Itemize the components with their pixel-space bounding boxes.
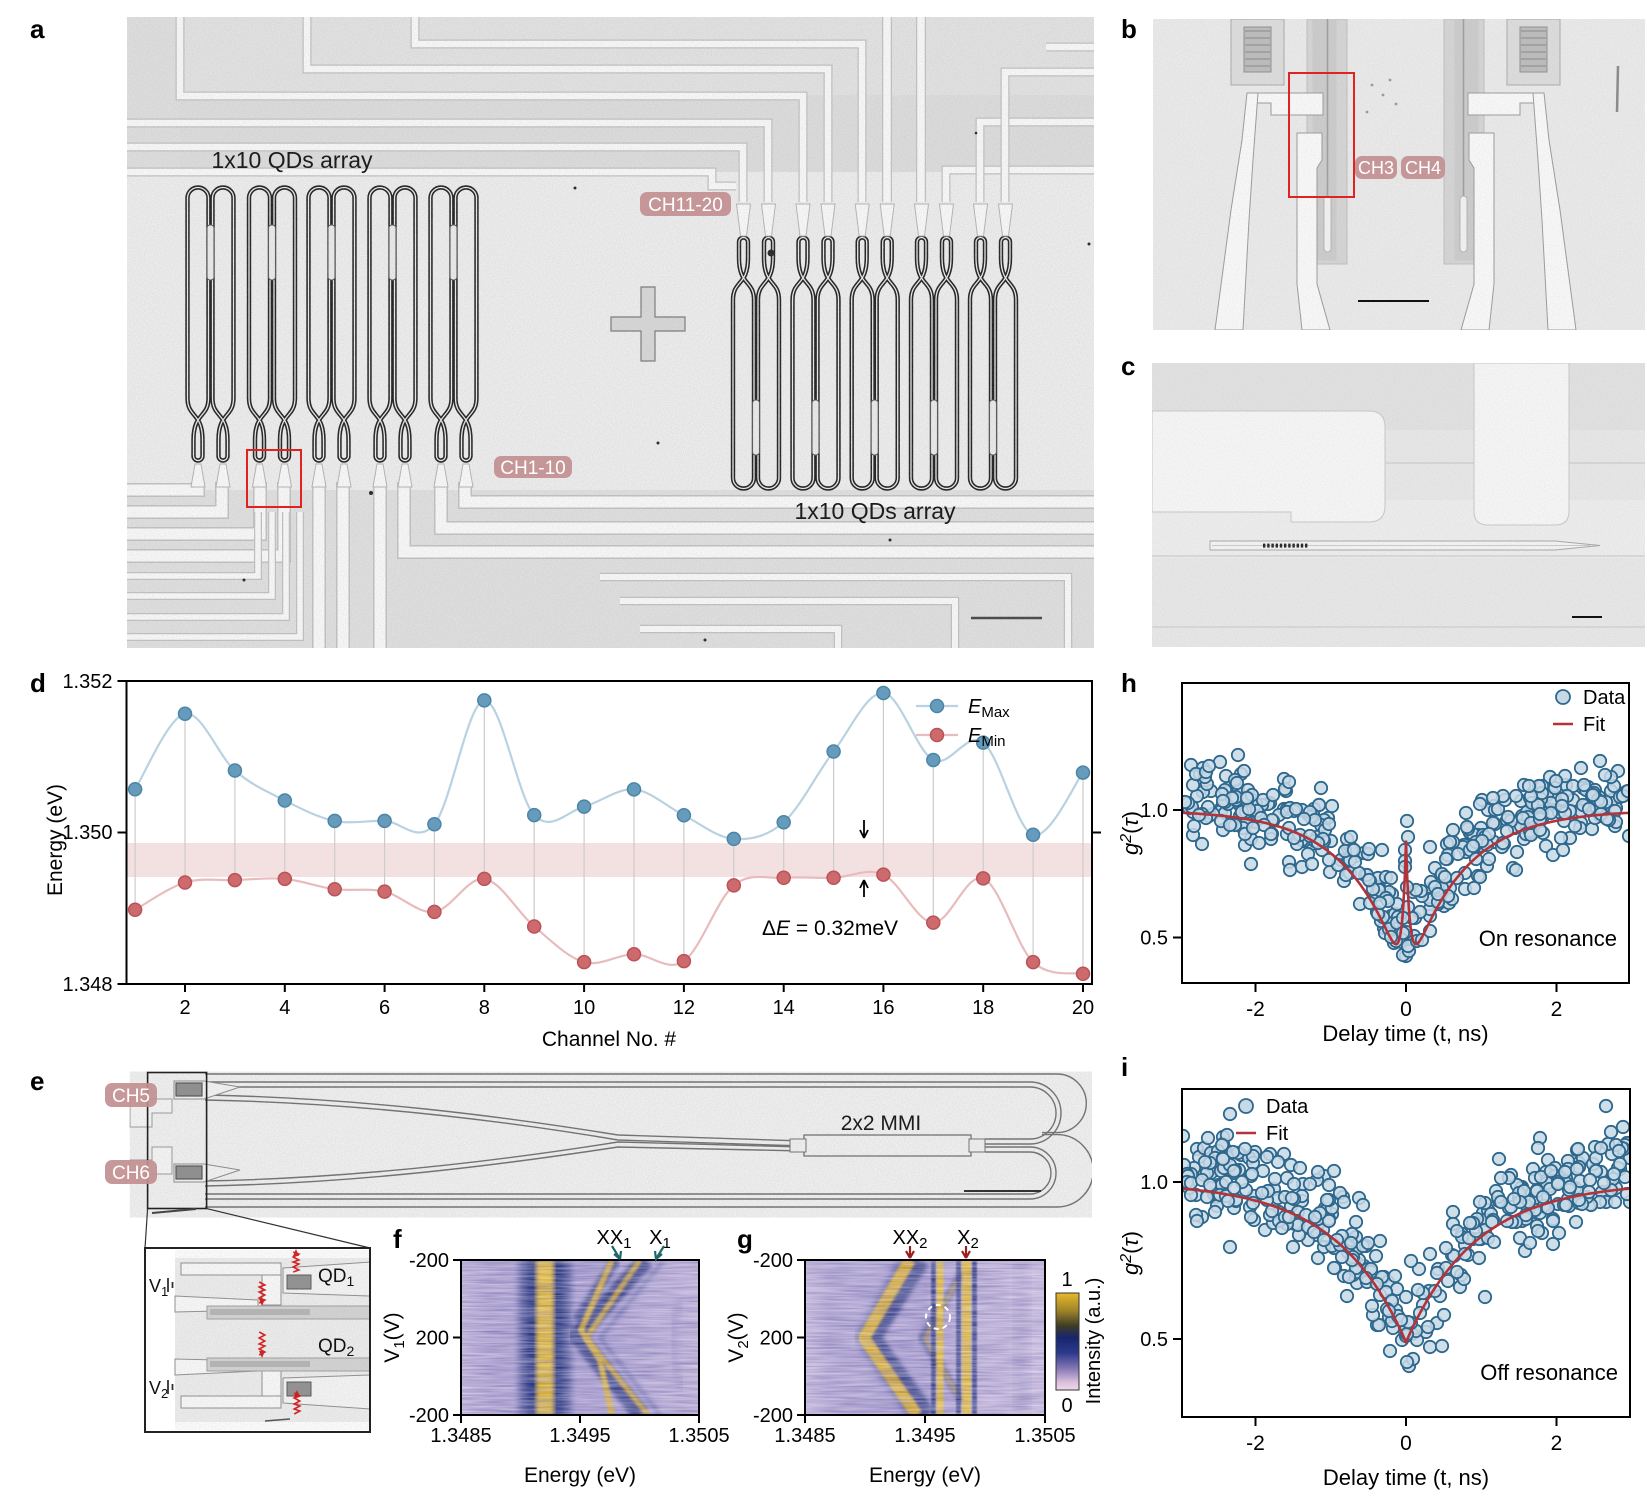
svg-text:-200: -200	[753, 1250, 793, 1272]
svg-text:0.5: 0.5	[1140, 928, 1168, 950]
svg-text:Intensity (a.u.): Intensity (a.u.)	[1083, 1278, 1105, 1405]
svg-text:20: 20	[1072, 997, 1094, 1019]
svg-text:Delay time (t, ns): Delay time (t, ns)	[1323, 1465, 1489, 1490]
svg-text:10: 10	[573, 997, 595, 1019]
svg-text:2: 2	[1551, 998, 1563, 1021]
svg-text:d: d	[30, 668, 46, 698]
svg-text:Off resonance: Off resonance	[1480, 1360, 1618, 1385]
svg-text:1.3505: 1.3505	[668, 1425, 729, 1447]
svg-text:a: a	[30, 14, 45, 44]
svg-text:1.352: 1.352	[62, 671, 112, 693]
svg-text:1.348: 1.348	[62, 974, 112, 996]
svg-text:-200: -200	[753, 1405, 793, 1427]
svg-text:CH3: CH3	[1358, 158, 1394, 178]
svg-text:1x10 QDs array: 1x10 QDs array	[211, 147, 373, 173]
svg-text:Fit: Fit	[1266, 1123, 1289, 1145]
svg-text:Energy (eV): Energy (eV)	[869, 1464, 981, 1487]
svg-text:200: 200	[416, 1328, 449, 1350]
svg-text:Fit: Fit	[1583, 714, 1606, 736]
svg-text:c: c	[1121, 351, 1135, 381]
svg-text:18: 18	[972, 997, 994, 1019]
svg-text:0: 0	[1061, 1395, 1072, 1417]
svg-text:8: 8	[479, 997, 490, 1019]
svg-text:CH1-10: CH1-10	[500, 458, 565, 479]
svg-text:2: 2	[179, 997, 190, 1019]
svg-text:CH5: CH5	[112, 1086, 150, 1107]
svg-text:0: 0	[1400, 998, 1412, 1021]
svg-text:V2(V): V2(V)	[725, 1312, 752, 1362]
svg-text:1.3495: 1.3495	[549, 1425, 610, 1447]
svg-text:1.3485: 1.3485	[774, 1425, 835, 1447]
svg-text:QD1: QD1	[318, 1266, 355, 1289]
svg-text:e: e	[30, 1066, 44, 1096]
svg-text:Data: Data	[1266, 1096, 1309, 1118]
svg-text:2: 2	[1551, 1432, 1563, 1455]
svg-text:6: 6	[379, 997, 390, 1019]
svg-text:g: g	[737, 1224, 753, 1254]
svg-text:f: f	[393, 1224, 402, 1254]
svg-text:CH6: CH6	[112, 1163, 150, 1184]
svg-text:1.0: 1.0	[1140, 1172, 1168, 1194]
svg-text:1: 1	[1061, 1269, 1072, 1291]
svg-text:Delay time (t, ns): Delay time (t, ns)	[1322, 1021, 1488, 1046]
svg-text:1.3495: 1.3495	[894, 1425, 955, 1447]
svg-text:b: b	[1121, 14, 1137, 44]
svg-text:14: 14	[773, 997, 795, 1019]
svg-text:1.3485: 1.3485	[430, 1425, 491, 1447]
svg-text:V1(V): V1(V)	[381, 1312, 408, 1362]
svg-text:4: 4	[279, 997, 290, 1019]
svg-text:0: 0	[1400, 1432, 1412, 1455]
svg-text:g2(τ): g2(τ)	[1118, 811, 1143, 855]
svg-text:Energy (eV): Energy (eV)	[44, 784, 67, 896]
svg-text:1.3505: 1.3505	[1014, 1425, 1075, 1447]
svg-text:-2: -2	[1246, 1432, 1265, 1455]
svg-text:12: 12	[673, 997, 695, 1019]
svg-text:i: i	[1121, 1052, 1128, 1082]
svg-text:Data: Data	[1583, 687, 1626, 709]
svg-text:2x2 MMI: 2x2 MMI	[841, 1112, 922, 1135]
svg-text:CH4: CH4	[1405, 158, 1441, 178]
svg-text:1.0: 1.0	[1140, 800, 1168, 822]
svg-text:h: h	[1121, 668, 1137, 698]
svg-text:0.5: 0.5	[1140, 1329, 1168, 1351]
svg-text:-200: -200	[409, 1250, 449, 1272]
svg-text:-200: -200	[409, 1405, 449, 1427]
svg-text:16: 16	[872, 997, 894, 1019]
svg-text:On resonance: On resonance	[1479, 926, 1617, 951]
svg-text:Channel No. #: Channel No. #	[542, 1028, 677, 1051]
svg-text:1.350: 1.350	[62, 822, 112, 844]
svg-text:ΔE = 0.32meV: ΔE = 0.32meV	[762, 917, 898, 940]
svg-text:g2(τ): g2(τ)	[1118, 1231, 1143, 1275]
svg-text:1x10 QDs array: 1x10 QDs array	[794, 498, 956, 524]
svg-text:CH11-20: CH11-20	[648, 195, 723, 216]
svg-text:-2: -2	[1246, 998, 1265, 1021]
svg-text:200: 200	[760, 1328, 793, 1350]
svg-text:Energy (eV): Energy (eV)	[524, 1464, 636, 1487]
svg-text:QD2: QD2	[318, 1336, 355, 1359]
